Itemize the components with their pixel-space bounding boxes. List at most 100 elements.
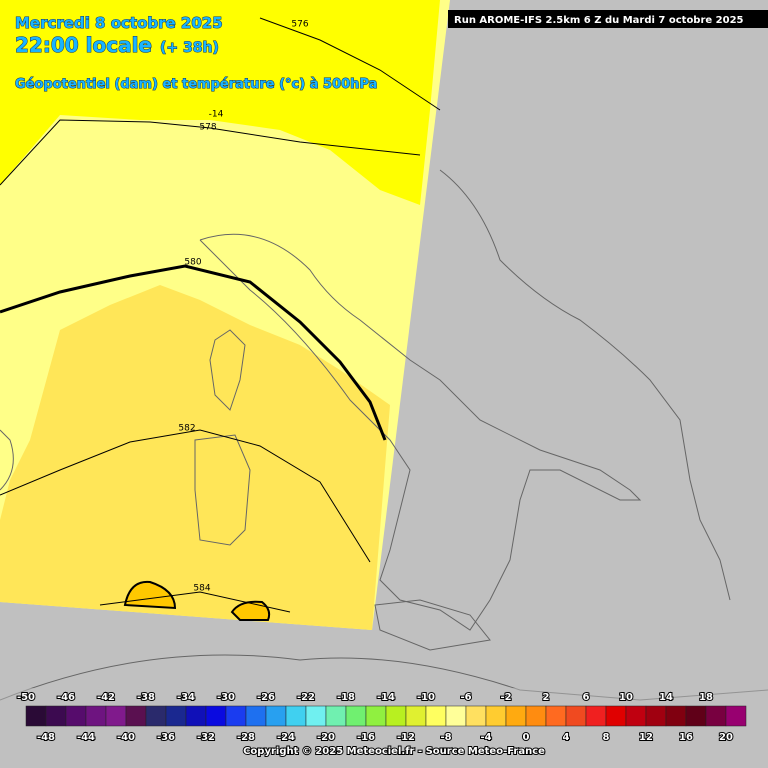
legend-label: -6 xyxy=(460,692,471,703)
legend-swatch xyxy=(465,705,487,727)
contour-label: 582 xyxy=(178,424,195,434)
contour-584 xyxy=(99,591,291,613)
legend-label: -36 xyxy=(157,732,175,743)
corsica xyxy=(209,329,246,411)
contour-label: 576 xyxy=(291,20,308,30)
legend-label: -16 xyxy=(357,732,375,743)
legend-label: 2 xyxy=(543,692,550,703)
legend-swatch xyxy=(685,705,707,727)
legend-swatch xyxy=(345,705,367,727)
temp-zone-orange xyxy=(230,600,271,621)
legend-swatch xyxy=(725,705,747,727)
legend-swatch xyxy=(245,705,267,727)
legend-swatch xyxy=(285,705,307,727)
legend-label: -46 xyxy=(57,692,75,703)
legend-swatch xyxy=(165,705,187,727)
contour-label: -14 xyxy=(209,110,224,120)
legend-label: -34 xyxy=(177,692,195,703)
coastlines xyxy=(0,169,768,701)
contour-576 xyxy=(259,17,441,111)
legend-bg xyxy=(0,688,768,768)
legend-label: -32 xyxy=(197,732,215,743)
parameter: Géopotentiel (dam) et température (°c) à… xyxy=(15,77,377,92)
legend-label: 8 xyxy=(603,732,610,743)
coast xyxy=(0,429,14,491)
legend-swatch xyxy=(605,705,627,727)
legend-swatch xyxy=(225,705,247,727)
legend-label: -38 xyxy=(137,692,155,703)
legend-swatch xyxy=(585,705,607,727)
legend-label: 0 xyxy=(523,732,530,743)
contour-label: 578 xyxy=(199,123,216,133)
legend-label: 12 xyxy=(639,732,653,743)
legend-label: -28 xyxy=(237,732,255,743)
sardinia xyxy=(194,434,251,546)
legend-swatch xyxy=(485,705,507,727)
legend-label: -30 xyxy=(217,692,235,703)
legend-swatch xyxy=(305,705,327,727)
forecast-lead: (+ 38h) xyxy=(160,40,219,56)
legend-swatch xyxy=(565,705,587,727)
contour-580 xyxy=(0,264,387,441)
legend-swatch xyxy=(25,705,47,727)
legend-label: -14 xyxy=(377,692,395,703)
italy xyxy=(199,233,642,631)
legend-swatch xyxy=(425,705,447,727)
run-box xyxy=(448,10,768,28)
legend-swatch xyxy=(525,705,547,727)
balkan-coast xyxy=(439,169,731,601)
legend-swatch xyxy=(545,705,567,727)
contour-582 xyxy=(0,429,371,563)
legend-label: 4 xyxy=(563,732,570,743)
legend-swatch xyxy=(125,705,147,727)
legend-label: -48 xyxy=(37,732,55,743)
legend-swatch xyxy=(645,705,667,727)
forecast-time: 22:00 locale xyxy=(15,33,152,57)
temp-zone-bright xyxy=(0,0,440,205)
legend-swatch xyxy=(45,705,67,727)
legend-label: -24 xyxy=(277,732,295,743)
legend: -50-48-46-44-42-40-38-36-34-32-30-28-26-… xyxy=(16,691,747,744)
contour-578 xyxy=(0,119,421,186)
contour-label: 584 xyxy=(193,584,210,594)
temp-zone-orange xyxy=(123,580,177,610)
legend-swatch xyxy=(625,705,647,727)
legend-label: -2 xyxy=(500,692,511,703)
legend-label: 6 xyxy=(583,692,590,703)
contours xyxy=(0,17,441,613)
legend-swatch xyxy=(385,705,407,727)
forecast-date: Mercredi 8 octobre 2025 xyxy=(15,14,223,32)
legend-label: 16 xyxy=(679,732,693,743)
legend-label: -40 xyxy=(117,732,135,743)
legend-label: 14 xyxy=(659,692,673,703)
legend-swatch xyxy=(265,705,287,727)
legend-label: -18 xyxy=(337,692,355,703)
legend-swatch xyxy=(105,705,127,727)
run-info: Run AROME-IFS 2.5km 6 Z du Mardi 7 octob… xyxy=(454,15,744,26)
copyright: Copyright © 2025 Meteociel.fr - Source M… xyxy=(243,746,545,757)
legend-swatch xyxy=(505,705,527,727)
legend-swatch xyxy=(145,705,167,727)
legend-swatch xyxy=(325,705,347,727)
legend-label: 18 xyxy=(699,692,713,703)
sicily xyxy=(374,599,491,651)
legend-label: -44 xyxy=(77,732,95,743)
legend-swatch xyxy=(705,705,727,727)
legend-label: -42 xyxy=(97,692,115,703)
legend-label: -50 xyxy=(17,692,35,703)
legend-label: 20 xyxy=(719,732,733,743)
legend-swatch xyxy=(205,705,227,727)
legend-swatch xyxy=(185,705,207,727)
legend-label: -22 xyxy=(297,692,315,703)
contour-label: 580 xyxy=(184,258,201,268)
legend-swatch xyxy=(85,705,107,727)
africa-coast xyxy=(0,654,768,701)
legend-label: -12 xyxy=(397,732,415,743)
legend-label: -4 xyxy=(480,732,491,743)
legend-label: 10 xyxy=(619,692,633,703)
legend-swatch xyxy=(365,705,387,727)
legend-label: -26 xyxy=(257,692,275,703)
legend-swatch xyxy=(405,705,427,727)
